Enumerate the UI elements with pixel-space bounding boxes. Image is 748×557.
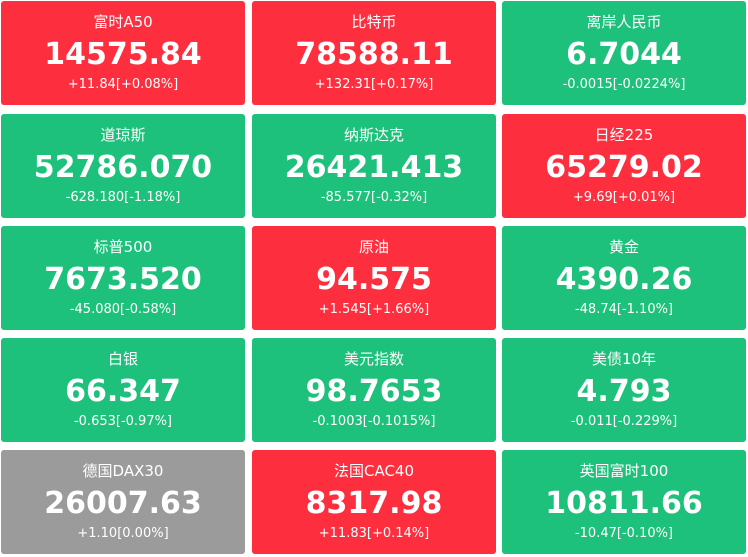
tile-price: 26421.413 bbox=[284, 150, 464, 185]
tile-name: 白银 bbox=[107, 350, 138, 368]
market-tile[interactable]: 黄金 4390.26 -48.74[-1.10%] bbox=[502, 226, 746, 330]
tile-change: -0.0015[-0.0224%] bbox=[562, 77, 686, 92]
tile-price: 94.575 bbox=[316, 262, 432, 297]
tile-price: 4.793 bbox=[576, 374, 672, 409]
tile-change: -85.577[-0.32%] bbox=[320, 190, 428, 205]
market-tile[interactable]: 比特币 78588.11 +132.31[+0.17%] bbox=[252, 1, 496, 105]
tile-name: 离岸人民币 bbox=[586, 13, 662, 31]
tile-name: 标普500 bbox=[93, 238, 153, 256]
market-tile[interactable]: 标普500 7673.520 -45.080[-0.58%] bbox=[1, 226, 245, 330]
tile-price: 8317.98 bbox=[305, 486, 443, 521]
tile-name: 英国富时100 bbox=[579, 462, 669, 480]
tile-name: 原油 bbox=[358, 238, 389, 256]
market-tile[interactable]: 德国DAX30 26007.63 +1.10[0.00%] bbox=[1, 450, 245, 554]
tile-change: -0.011[-0.229%] bbox=[570, 414, 678, 429]
tile-price: 26007.63 bbox=[44, 486, 202, 521]
tile-change: +1.10[0.00%] bbox=[77, 526, 169, 541]
tile-price: 14575.84 bbox=[44, 37, 202, 72]
tile-price: 7673.520 bbox=[44, 262, 202, 297]
tile-name: 富时A50 bbox=[93, 13, 153, 31]
tile-change: +11.83[+0.14%] bbox=[318, 526, 430, 541]
tile-change: -45.080[-0.58%] bbox=[69, 302, 177, 317]
tile-price: 98.7653 bbox=[305, 374, 443, 409]
tile-change: -48.74[-1.10%] bbox=[574, 302, 674, 317]
market-tile[interactable]: 法国CAC40 8317.98 +11.83[+0.14%] bbox=[252, 450, 496, 554]
market-tile[interactable]: 道琼斯 52786.070 -628.180[-1.18%] bbox=[1, 114, 245, 218]
tile-name: 法国CAC40 bbox=[333, 462, 415, 480]
tile-change: -10.47[-0.10%] bbox=[574, 526, 674, 541]
tile-change: +9.69[+0.01%] bbox=[572, 190, 676, 205]
tile-change: -0.653[-0.97%] bbox=[73, 414, 173, 429]
tile-change: +132.31[+0.17%] bbox=[314, 77, 434, 92]
tile-price: 6.7044 bbox=[566, 37, 682, 72]
tile-change: +1.545[+1.66%] bbox=[318, 302, 430, 317]
tile-price: 10811.66 bbox=[545, 486, 703, 521]
tile-name: 日经225 bbox=[594, 126, 654, 144]
tile-name: 道琼斯 bbox=[100, 126, 146, 144]
tile-change: -0.1003[-0.1015%] bbox=[312, 414, 436, 429]
market-tile[interactable]: 美债10年 4.793 -0.011[-0.229%] bbox=[502, 338, 746, 442]
tile-price: 66.347 bbox=[65, 374, 181, 409]
market-tile[interactable]: 美元指数 98.7653 -0.1003[-0.1015%] bbox=[252, 338, 496, 442]
market-tile[interactable]: 原油 94.575 +1.545[+1.66%] bbox=[252, 226, 496, 330]
market-tile[interactable]: 白银 66.347 -0.653[-0.97%] bbox=[1, 338, 245, 442]
tile-change: -628.180[-1.18%] bbox=[65, 190, 181, 205]
tile-name: 德国DAX30 bbox=[82, 462, 164, 480]
tile-name: 黄金 bbox=[608, 238, 639, 256]
tile-name: 美元指数 bbox=[343, 350, 404, 368]
market-tile[interactable]: 纳斯达克 26421.413 -85.577[-0.32%] bbox=[252, 114, 496, 218]
tile-name: 纳斯达克 bbox=[343, 126, 404, 144]
tile-price: 4390.26 bbox=[555, 262, 693, 297]
tile-change: +11.84[+0.08%] bbox=[67, 77, 179, 92]
tile-price: 65279.02 bbox=[545, 150, 703, 185]
tile-name: 美债10年 bbox=[591, 350, 657, 368]
tile-price: 52786.070 bbox=[33, 150, 213, 185]
tile-name: 比特币 bbox=[351, 13, 397, 31]
market-tile[interactable]: 离岸人民币 6.7044 -0.0015[-0.0224%] bbox=[502, 1, 746, 105]
market-tile[interactable]: 富时A50 14575.84 +11.84[+0.08%] bbox=[1, 1, 245, 105]
market-tile[interactable]: 英国富时100 10811.66 -10.47[-0.10%] bbox=[502, 450, 746, 554]
tile-price: 78588.11 bbox=[295, 37, 453, 72]
market-tile[interactable]: 日经225 65279.02 +9.69[+0.01%] bbox=[502, 114, 746, 218]
